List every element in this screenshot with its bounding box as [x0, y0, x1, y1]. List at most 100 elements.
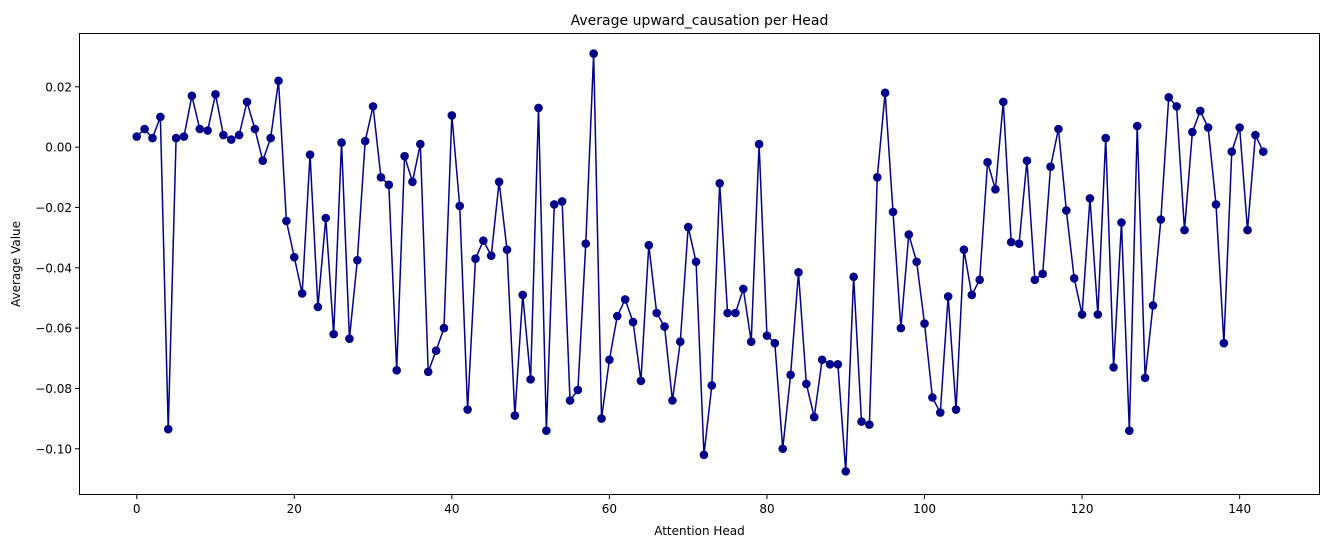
x-tick-label: 40 [444, 502, 459, 516]
data-point [526, 375, 535, 384]
data-point [1148, 301, 1158, 310]
data-point [1077, 310, 1087, 319]
data-point [282, 216, 291, 226]
data-point [392, 366, 402, 375]
data-point [1125, 426, 1134, 435]
data-point [660, 322, 669, 331]
data-point [581, 239, 591, 248]
chart-title: Average upward_causation per Head [571, 13, 829, 29]
data-point [321, 213, 331, 223]
x-axis-title: Attention Head [654, 524, 745, 538]
data-point [163, 424, 173, 434]
data-point [912, 257, 921, 267]
data-point [636, 376, 646, 386]
data-point [187, 91, 197, 101]
data-point [439, 323, 449, 333]
data-point [880, 88, 890, 98]
data-point [486, 251, 496, 260]
data-point [699, 450, 709, 460]
data-point [471, 254, 480, 264]
data-point [313, 302, 323, 312]
y-axis-title: Average Value [9, 221, 23, 307]
data-point [1054, 124, 1063, 134]
data-point [423, 367, 433, 377]
data-point [999, 97, 1008, 107]
data-point [400, 151, 409, 161]
data-point [1251, 130, 1260, 140]
data-point [203, 126, 212, 135]
data-point [778, 444, 788, 454]
data-point [723, 308, 732, 318]
data-point [305, 150, 315, 159]
data-point [1180, 225, 1189, 235]
data-point [652, 308, 661, 318]
data-point [1030, 275, 1040, 285]
data-point [794, 268, 803, 277]
plot-area [132, 49, 1268, 476]
data-point [171, 133, 181, 143]
data-point [872, 172, 882, 182]
data-point [179, 132, 189, 141]
data-point [289, 252, 299, 262]
data-point [668, 396, 677, 405]
data-point [211, 90, 220, 99]
data-point [802, 379, 811, 389]
x-tick-label: 60 [602, 502, 617, 516]
x-tick-label: 100 [913, 502, 936, 516]
data-point [1203, 123, 1213, 132]
data-point [1243, 225, 1252, 235]
data-point [849, 272, 858, 282]
x-tick-label: 80 [759, 502, 774, 516]
data-point [549, 200, 559, 209]
data-point [975, 275, 984, 285]
data-point [1117, 218, 1126, 227]
data-point [786, 370, 795, 380]
data-point [463, 405, 472, 414]
data-point [297, 289, 307, 298]
x-tick-label: 120 [1071, 502, 1094, 516]
data-point [746, 337, 756, 346]
data-point [345, 334, 354, 343]
data-point [959, 245, 969, 254]
data-point [234, 130, 244, 140]
data-point [943, 292, 953, 301]
data-point [384, 180, 394, 190]
data-point [408, 177, 417, 187]
data-point [935, 408, 945, 417]
data-point [1109, 363, 1118, 372]
data-point [337, 138, 346, 147]
data-point [156, 112, 165, 122]
data-point [676, 337, 685, 346]
data-point [683, 222, 693, 232]
y-axis: −0.10 −0.08 −0.06 −0.04 −0.02 0.00 0.02 [35, 80, 80, 456]
data-point [226, 135, 236, 144]
data-point [132, 132, 142, 141]
y-tick-label: −0.08 [35, 382, 72, 396]
data-point [1140, 373, 1150, 383]
y-tick-label: −0.04 [35, 261, 72, 275]
data-point [557, 197, 567, 206]
data-point [770, 338, 780, 348]
data-point [1219, 338, 1229, 348]
data-point [967, 290, 977, 300]
data-point [258, 156, 268, 165]
data-point [739, 284, 748, 294]
data-point [896, 323, 906, 333]
data-point [1227, 147, 1237, 156]
data-point [502, 245, 512, 254]
series-line [136, 52, 1264, 473]
data-point [983, 157, 992, 167]
data-point [266, 133, 275, 143]
data-point [1062, 206, 1071, 215]
data-point [1014, 239, 1024, 248]
data-point [1164, 93, 1174, 102]
data-point [920, 319, 929, 328]
data-point [605, 355, 614, 365]
data-point [518, 290, 528, 300]
data-point [691, 257, 701, 267]
x-axis: 0 20 40 60 80 100 120 140 [133, 494, 1251, 516]
data-point [1188, 127, 1197, 137]
data-point [809, 412, 819, 422]
data-point [1085, 194, 1095, 203]
